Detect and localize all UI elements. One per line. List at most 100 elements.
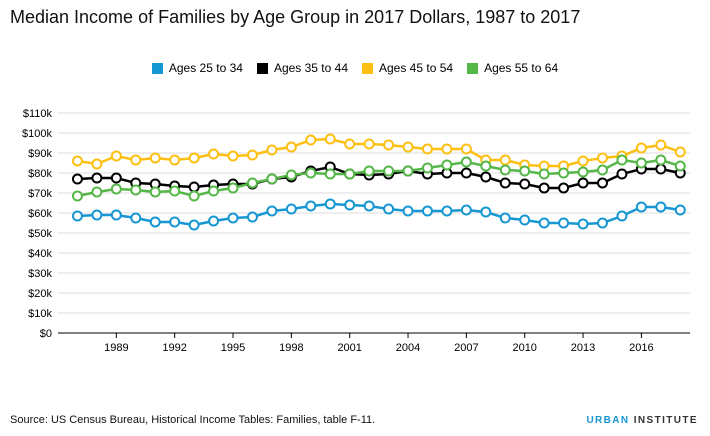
data-point-series-1	[558, 182, 570, 194]
legend-swatch-ages-45-54	[362, 62, 373, 74]
x-tick-label: 2010	[512, 342, 536, 354]
legend-swatch-ages-35-44	[256, 62, 268, 74]
data-point-series-0	[596, 217, 608, 229]
data-point-series-1	[538, 182, 550, 194]
data-point-series-3	[577, 166, 589, 178]
data-point-series-3	[71, 190, 83, 202]
data-point-series-1	[188, 181, 200, 193]
data-point-series-2	[285, 141, 297, 153]
data-point-series-3	[538, 168, 550, 180]
legend-item-ages-25-34: Ages 25 to 34	[151, 61, 243, 75]
data-point-series-3	[499, 164, 511, 176]
chart-legend: Ages 25 to 34 Ages 35 to 44 Ages 45 to 5…	[0, 61, 710, 75]
y-tick-label: $40k	[28, 248, 52, 260]
data-point-series-2	[266, 144, 278, 156]
x-tick-label: 1992	[162, 342, 186, 354]
x-tick-label: 2016	[629, 342, 653, 354]
series-line-3	[77, 158, 681, 198]
data-point-series-1	[577, 177, 589, 189]
y-tick-label: $20k	[28, 288, 52, 300]
data-point-series-3	[596, 164, 608, 176]
legend-label-ages-55-64: Ages 55 to 64	[484, 61, 559, 75]
data-point-series-2	[441, 143, 453, 155]
x-tick-label: 2001	[337, 342, 361, 354]
data-point-series-0	[558, 217, 570, 229]
data-point-series-0	[480, 206, 492, 218]
data-point-series-2	[635, 142, 647, 154]
data-point-series-2	[130, 154, 142, 166]
chart-title: Median Income of Families by Age Group i…	[10, 7, 581, 27]
data-point-series-2	[499, 154, 511, 166]
urban-institute-logo: URBAN INSTITUTE	[586, 415, 698, 426]
legend-item-ages-35-44: Ages 35 to 44	[256, 61, 348, 75]
y-tick-label: $90k	[28, 148, 52, 160]
data-point-series-2	[674, 146, 686, 158]
data-point-series-3	[324, 168, 336, 180]
data-point-series-0	[208, 215, 220, 227]
data-point-series-0	[674, 204, 686, 216]
y-tick-label: $100k	[22, 128, 52, 140]
data-point-series-0	[305, 200, 317, 212]
data-point-series-0	[149, 216, 161, 228]
data-point-series-2	[402, 141, 414, 153]
data-point-series-3	[674, 160, 686, 172]
data-point-series-3	[616, 154, 628, 166]
data-point-series-3	[266, 173, 278, 185]
x-tick-label: 1998	[279, 342, 303, 354]
data-point-series-1	[460, 167, 472, 179]
data-point-series-0	[538, 217, 550, 229]
data-point-series-2	[71, 155, 83, 167]
data-point-series-2	[655, 139, 667, 151]
y-tick-label: $30k	[28, 268, 52, 280]
data-point-series-2	[208, 148, 220, 160]
data-point-series-2	[577, 155, 589, 167]
data-point-series-2	[227, 150, 239, 162]
data-point-series-0	[421, 205, 433, 217]
data-point-series-2	[149, 152, 161, 164]
series-line-0	[77, 202, 681, 227]
data-point-series-3	[363, 165, 375, 177]
data-point-series-2	[596, 152, 608, 164]
data-point-series-3	[305, 167, 317, 179]
data-point-series-3	[149, 186, 161, 198]
data-point-series-0	[266, 205, 278, 217]
data-point-series-3	[344, 168, 356, 180]
data-point-series-0	[616, 210, 628, 222]
data-point-series-0	[246, 211, 258, 223]
data-point-series-3	[519, 165, 531, 177]
data-point-series-3	[208, 185, 220, 197]
data-point-series-0	[402, 205, 414, 217]
data-point-series-2	[363, 138, 375, 150]
data-point-series-2	[246, 149, 258, 161]
legend-swatch-ages-25-34	[151, 62, 163, 74]
legend-item-ages-45-54: Ages 45 to 54	[362, 61, 453, 75]
x-tick-label: 2013	[571, 342, 595, 354]
legend-label-ages-25-34: Ages 25 to 34	[168, 61, 243, 75]
data-point-series-3	[285, 169, 297, 181]
y-tick-label: $70k	[28, 188, 52, 200]
data-point-series-3	[635, 157, 647, 169]
data-point-series-1	[110, 172, 122, 184]
data-point-series-1	[499, 177, 511, 189]
legend-item-ages-55-64: Ages 55 to 64	[467, 61, 558, 75]
data-point-series-1	[480, 171, 492, 183]
legend-label-ages-35-44: Ages 35 to 44	[273, 61, 348, 75]
x-tick-label: 1995	[221, 342, 245, 354]
logo-word-urban: URBAN	[586, 415, 630, 426]
data-point-series-3	[402, 165, 414, 177]
data-point-series-2	[188, 152, 200, 164]
data-point-series-0	[188, 219, 200, 231]
legend-swatch-ages-55-64	[467, 62, 479, 74]
x-tick-label: 1989	[104, 342, 128, 354]
data-point-series-2	[383, 139, 395, 151]
data-point-series-3	[227, 182, 239, 194]
data-point-series-3	[91, 186, 103, 198]
data-point-series-2	[460, 143, 472, 155]
data-point-series-2	[110, 150, 122, 162]
data-point-series-0	[655, 201, 667, 213]
data-point-series-3	[441, 159, 453, 171]
data-point-series-0	[460, 204, 472, 216]
data-point-series-1	[91, 172, 103, 184]
data-point-series-0	[169, 216, 181, 228]
